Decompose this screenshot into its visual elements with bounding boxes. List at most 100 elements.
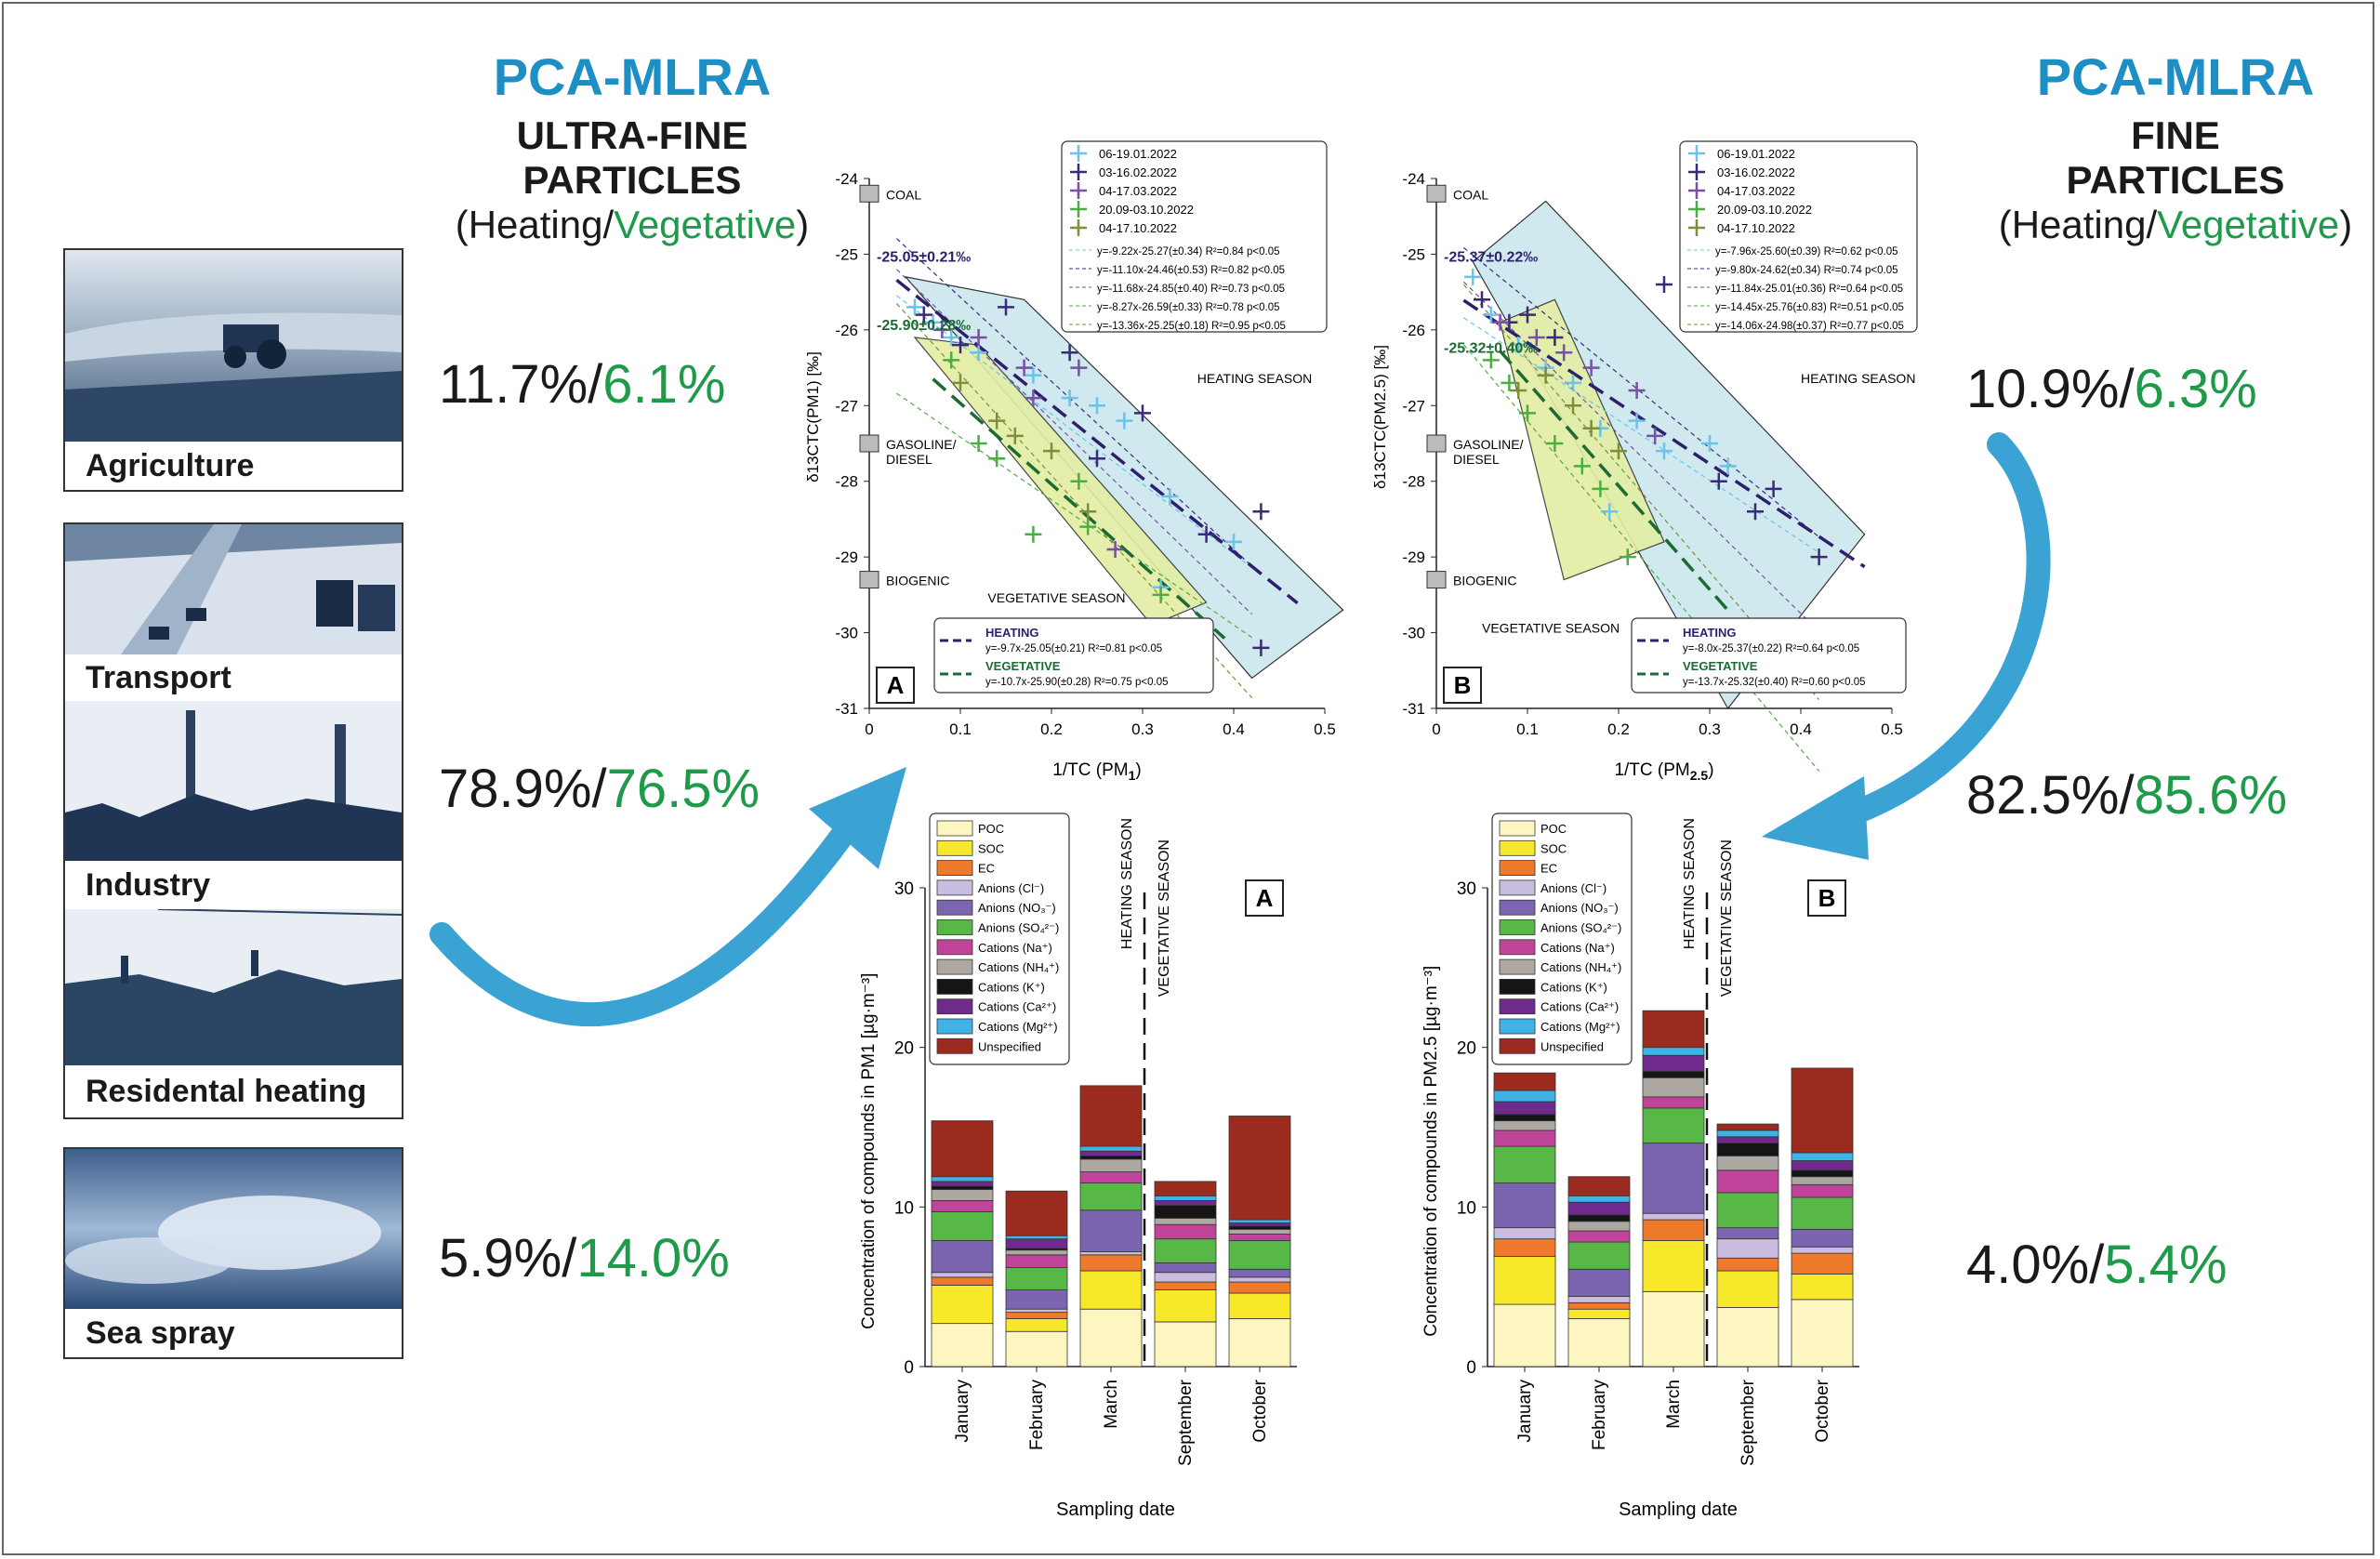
bar-segment xyxy=(1567,1308,1631,1319)
x-tick-label: 0.2 xyxy=(1607,720,1630,738)
panel-letter: A xyxy=(1256,884,1274,912)
legend-label: Cations (NH₄⁺) xyxy=(1540,960,1621,974)
bar-segment xyxy=(1493,1303,1556,1367)
bar-segment xyxy=(1716,1155,1779,1171)
bar-segment xyxy=(1079,1209,1143,1252)
heating-zone-label: HEATING SEASON xyxy=(1801,371,1915,386)
reference-label: DIESEL xyxy=(886,452,932,467)
data-point xyxy=(1710,472,1727,490)
bar-segment xyxy=(1005,1235,1068,1240)
fit-heating-title: HEATING xyxy=(1683,626,1737,640)
fit-summary-box xyxy=(1631,617,1907,694)
legend-label: Cations (Na⁺) xyxy=(978,941,1052,955)
bar-segment xyxy=(1493,1130,1556,1147)
bar-segment xyxy=(1493,1072,1556,1091)
source-label-industry: Industry xyxy=(65,861,402,909)
legend-series-name: 20.09-03.10.2022 xyxy=(1099,203,1194,217)
scatter-chart-pm25: -24 -25 -26 -27 -28 -29 -30 -31 0 0.1 0.2 0.3 0.4 0.5… xyxy=(1371,140,1918,783)
bar-segment xyxy=(1567,1268,1631,1297)
vegetative-fit-line xyxy=(1499,350,1729,612)
legend-swatch xyxy=(1499,919,1536,935)
bar-segment xyxy=(1567,1301,1631,1310)
legend-swatch xyxy=(1499,879,1536,896)
bar-segment xyxy=(1493,1256,1556,1305)
bar-segment xyxy=(1005,1238,1068,1249)
left-title-line1: ULTRA-FINE xyxy=(516,113,748,157)
data-point xyxy=(1610,443,1627,460)
f-transport-industry-contribution: 82.5%/85.6% xyxy=(1966,765,2288,826)
legend-label: Cations (Ca²⁺) xyxy=(978,1000,1056,1014)
vegetative-fit-line xyxy=(932,377,1226,640)
x-tick-label: 0 xyxy=(865,720,873,738)
y-tick-label: 30 xyxy=(894,879,914,899)
data-point xyxy=(1519,306,1536,324)
reference-marker xyxy=(1426,434,1447,453)
y-tick-label: -30 xyxy=(1402,625,1425,642)
legend-equation: y=-8.27x-26.59(±0.33) R²=0.78 p<0.05 xyxy=(1097,302,1280,313)
source-label-transport: Transport xyxy=(65,654,402,701)
right-arrow-head xyxy=(1762,776,1869,860)
legend-swatch xyxy=(1499,1018,1536,1035)
legend-series-name: 03-16.02.2022 xyxy=(1099,165,1177,179)
left-curved-arrow xyxy=(430,825,853,1027)
bar-segment xyxy=(931,1272,994,1278)
legend-label: Anions (NO₃⁻) xyxy=(978,901,1056,915)
panel-letter-box xyxy=(1443,667,1482,704)
bar-segment xyxy=(1154,1223,1217,1240)
heating-season-label: HEATING SEASON xyxy=(1682,818,1698,949)
reference-label: COAL xyxy=(1453,187,1488,202)
y-axis-label: Concentration of compounds in PM2.5 [µg·… xyxy=(1421,966,1441,1337)
x-tick-label: 0.3 xyxy=(1699,720,1721,738)
bar-segment xyxy=(1493,1227,1556,1240)
left-method-title: PCA-MLRA xyxy=(493,47,772,106)
data-point xyxy=(1527,329,1545,346)
industrial-chimney-photo-icon xyxy=(65,701,402,861)
x-tick-label: 0 xyxy=(1432,720,1440,738)
bar-segment xyxy=(1791,1228,1854,1248)
legend-marker xyxy=(1688,219,1705,236)
data-point xyxy=(1252,503,1270,521)
bar-segment xyxy=(1567,1176,1631,1196)
source-label-sea-spray: Sea spray xyxy=(65,1309,402,1357)
f-agriculture-contribution: 10.9%/6.3% xyxy=(1966,359,2257,419)
bar-segment xyxy=(1493,1114,1556,1122)
legend-swatch xyxy=(1499,839,1536,856)
data-point xyxy=(915,306,932,324)
legend-swatch xyxy=(936,879,973,896)
bar-segment xyxy=(1154,1281,1217,1290)
bar-segment xyxy=(931,1181,994,1187)
data-point xyxy=(1061,390,1078,407)
data-point xyxy=(970,435,987,452)
x-axis-label: 1/TC (PM1) xyxy=(1052,760,1141,783)
highway-traffic-photo-icon xyxy=(65,524,402,654)
uf-agriculture-contribution: 11.7%/6.1% xyxy=(439,354,726,415)
data-point xyxy=(1628,382,1646,399)
y-tick-label: -27 xyxy=(1402,397,1425,415)
heating-fit-line xyxy=(1462,298,1866,569)
legend-label: Anions (SO₄²⁻) xyxy=(1540,921,1621,935)
bar-segment xyxy=(1642,1239,1705,1292)
y-tick-label: -26 xyxy=(835,322,858,339)
data-point xyxy=(1025,366,1042,384)
legend-label: Unspecified xyxy=(1540,1039,1604,1053)
data-point xyxy=(1555,344,1573,362)
bar-segment xyxy=(931,1200,994,1212)
x-tick-label: 0.3 xyxy=(1131,720,1154,738)
x-tick-label: 0.2 xyxy=(1040,720,1063,738)
data-point xyxy=(1079,503,1097,521)
legend-swatch xyxy=(1499,899,1536,916)
x-tick-label: February xyxy=(1590,1380,1609,1451)
data-point xyxy=(1747,503,1764,521)
data-point xyxy=(1519,404,1536,422)
bar-segment xyxy=(1642,1219,1705,1241)
vegetative-zone-label: VEGETATIVE SEASON xyxy=(987,590,1125,605)
legend-label: SOC xyxy=(978,841,1004,855)
data-point xyxy=(1070,359,1088,377)
legend-label: Cations (Mg²⁺) xyxy=(978,1020,1058,1034)
legend-label: Cations (K⁺) xyxy=(978,980,1045,994)
data-point xyxy=(1546,329,1564,346)
right-title-line1: FINE xyxy=(2131,113,2220,157)
data-point xyxy=(1089,450,1105,468)
data-point xyxy=(1197,525,1215,543)
